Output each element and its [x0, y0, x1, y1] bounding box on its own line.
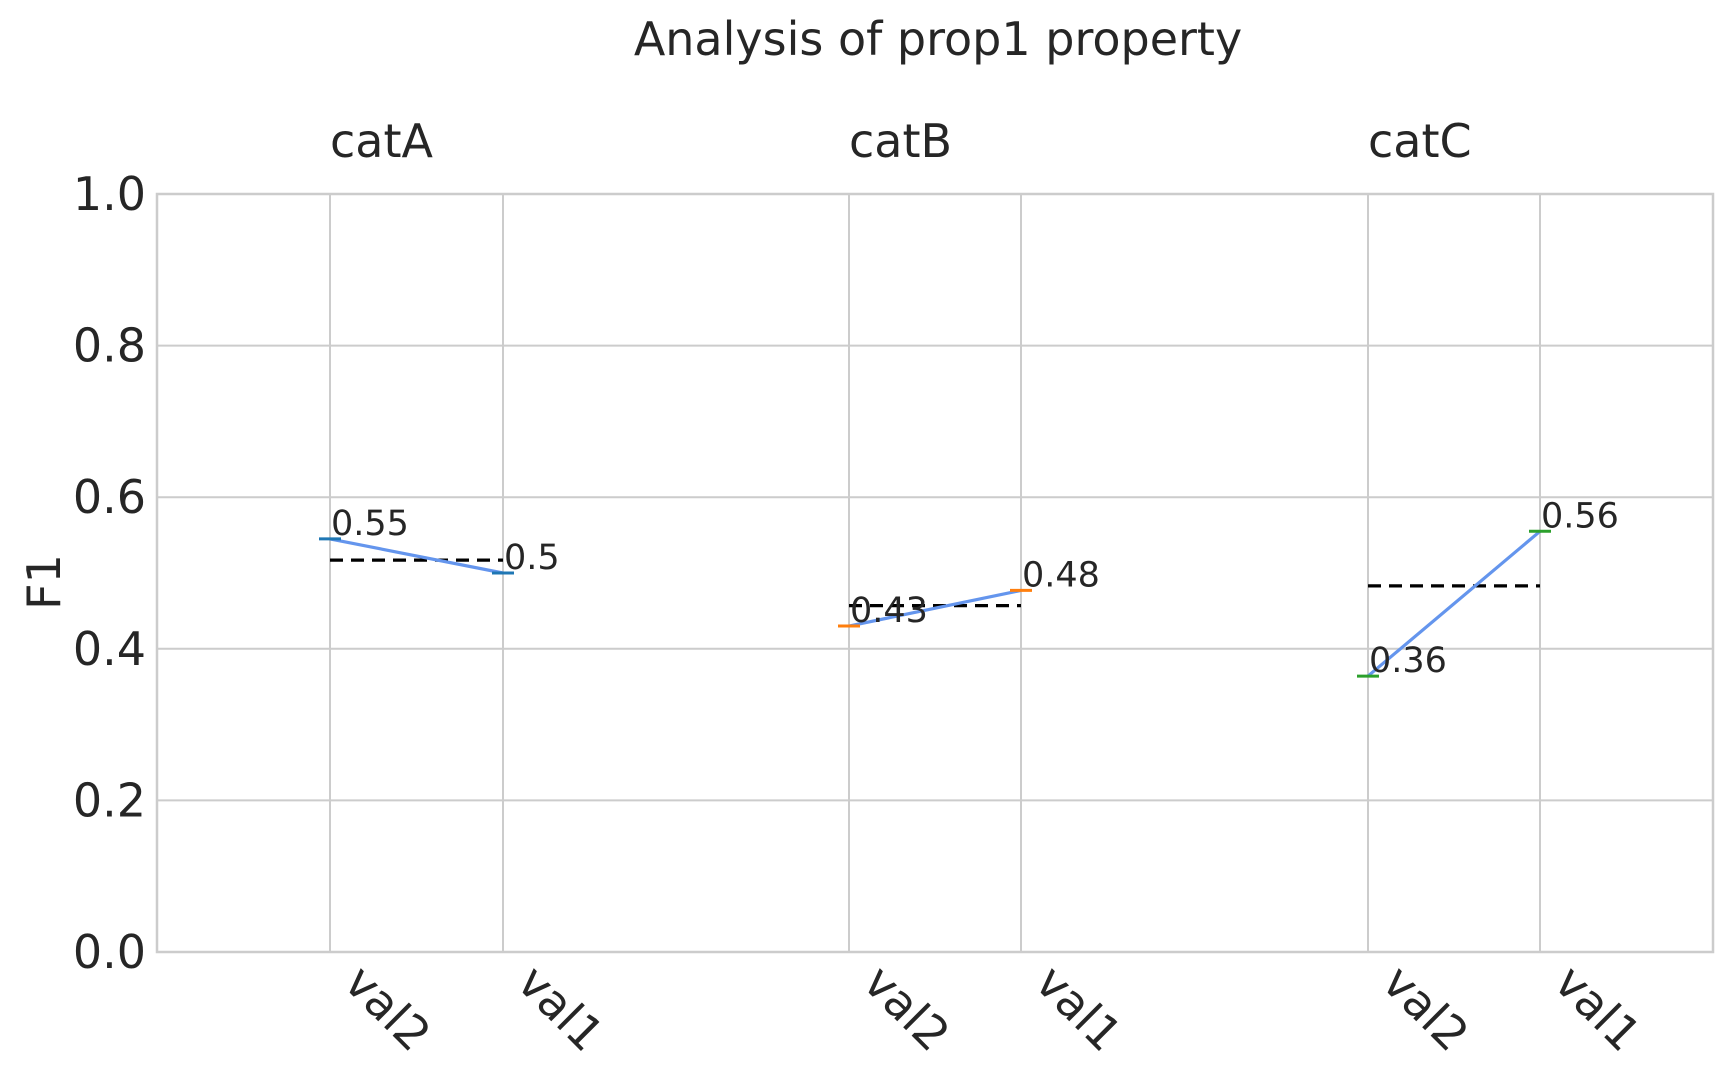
x-tick-label: val2	[1372, 955, 1479, 1062]
grid	[157, 193, 1713, 953]
plot-border	[155, 192, 1715, 954]
group-label-catB: catB	[849, 114, 952, 168]
plot-frame	[155, 192, 1715, 954]
series-line-catB	[848, 588, 1022, 628]
chart-title: Analysis of prop1 property	[634, 12, 1242, 66]
data-labels: 0.55 0.5 0.43 0.48 0.36 0.56	[331, 496, 1619, 681]
y-tick-label: 0.2	[73, 773, 146, 827]
y-tick-label: 0.4	[73, 622, 146, 676]
y-tick-labels: 0.0 0.2 0.4 0.6 0.8 1.0	[73, 167, 146, 979]
x-tick-label: val1	[1544, 955, 1651, 1062]
series-lines	[329, 530, 1542, 678]
series-line-catA	[329, 537, 504, 575]
x-tick-label: val2	[334, 955, 441, 1062]
group-labels: catA catB catC	[330, 114, 1472, 168]
point-markers	[319, 529, 1551, 678]
series-line-catC	[1366, 530, 1542, 678]
data-label: 0.36	[1369, 641, 1447, 681]
group-label-catA: catA	[330, 114, 434, 168]
x-tick-label: val1	[1025, 955, 1132, 1062]
data-label: 0.5	[504, 538, 560, 578]
y-tick-label: 0.0	[73, 925, 146, 979]
y-axis-label: F1	[17, 554, 71, 610]
y-tick-label: 0.6	[73, 470, 146, 524]
data-label: 0.43	[850, 591, 928, 631]
y-tick-label: 1.0	[73, 167, 146, 221]
group-label-catC: catC	[1368, 114, 1472, 168]
x-tick-label: val2	[853, 955, 960, 1062]
data-label: 0.56	[1541, 496, 1619, 536]
data-label: 0.55	[331, 504, 409, 544]
data-label: 0.48	[1022, 555, 1100, 595]
y-tick-label: 0.8	[73, 319, 146, 373]
mean-lines	[330, 558, 1540, 608]
x-tick-label: val1	[507, 955, 614, 1062]
x-tick-labels: val2 val1 val2 val1 val2 val1	[334, 955, 1651, 1062]
